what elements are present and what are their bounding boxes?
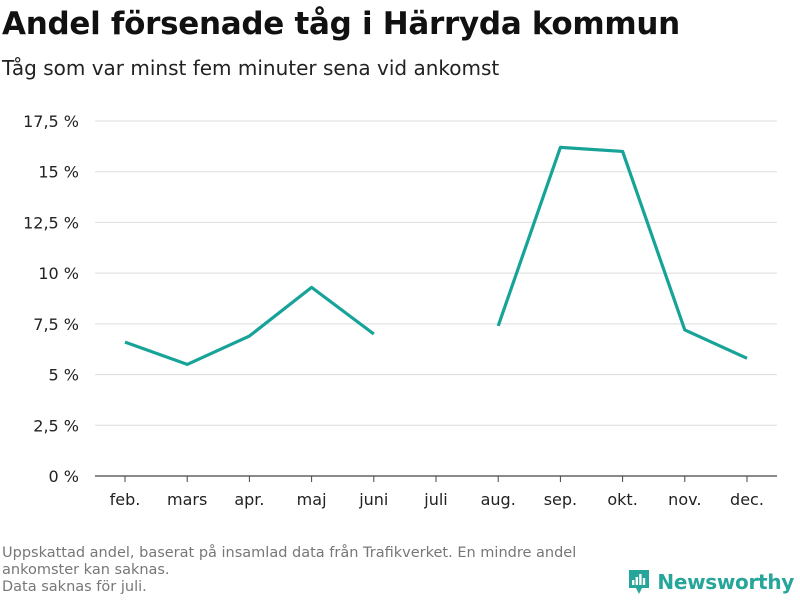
chart-subtitle: Tåg som var minst fem minuter sena vid a… — [2, 56, 500, 80]
y-tick-label: 15 % — [38, 163, 79, 182]
y-tick-label: 10 % — [38, 264, 79, 283]
y-tick-label: 17,5 % — [23, 112, 79, 131]
x-tick-label: juli — [423, 490, 447, 509]
x-tick-label: apr. — [234, 490, 264, 509]
x-tick-label: nov. — [668, 490, 701, 509]
y-tick-label: 12,5 % — [23, 213, 79, 232]
y-tick-label: 7,5 % — [33, 315, 79, 334]
x-tick-label: juni — [358, 490, 388, 509]
brand-name: Newsworthy — [657, 570, 794, 594]
chart-title: Andel försenade tåg i Härryda kommun — [2, 6, 680, 42]
line-chart: 0 % 2,5 % 5 % 7,5 % 10 % 12,5 % 15 % 17,5 % feb… — [23, 112, 777, 509]
x-tick-label: okt. — [607, 490, 637, 509]
footnote-missing-data: Data saknas för juli. — [2, 579, 147, 595]
y-tick-labels: 0 % 2,5 % 5 % 7,5 % 10 % 12,5 % 15 % 17,5 % — [23, 112, 79, 486]
grid-layer — [95, 120, 777, 477]
series-lines — [124, 145, 748, 367]
y-tick-label: 5 % — [49, 366, 79, 385]
footnote: Uppskattad andel, baserat på insamlad da… — [2, 545, 642, 596]
series-line-segment — [124, 285, 375, 367]
x-tick-label: mars — [167, 490, 207, 509]
x-tick-label: aug. — [481, 490, 516, 509]
brand: Newsworthy — [627, 568, 794, 596]
x-tick-label: dec. — [730, 490, 764, 509]
series-line-segment — [496, 145, 748, 360]
x-tick-label: feb. — [110, 490, 141, 509]
newsworthy-logo-icon — [629, 570, 650, 594]
footnote-source: Uppskattad andel, baserat på insamlad da… — [2, 545, 577, 578]
y-tick-label: 2,5 % — [33, 416, 79, 435]
x-tick-label: maj — [297, 490, 327, 509]
y-tick-label: 0 % — [49, 467, 79, 486]
x-tick-label: sep. — [544, 490, 577, 509]
x-tick-labels: feb. mars apr. maj juni juli aug. sep. okt. nov. d… — [110, 476, 764, 509]
